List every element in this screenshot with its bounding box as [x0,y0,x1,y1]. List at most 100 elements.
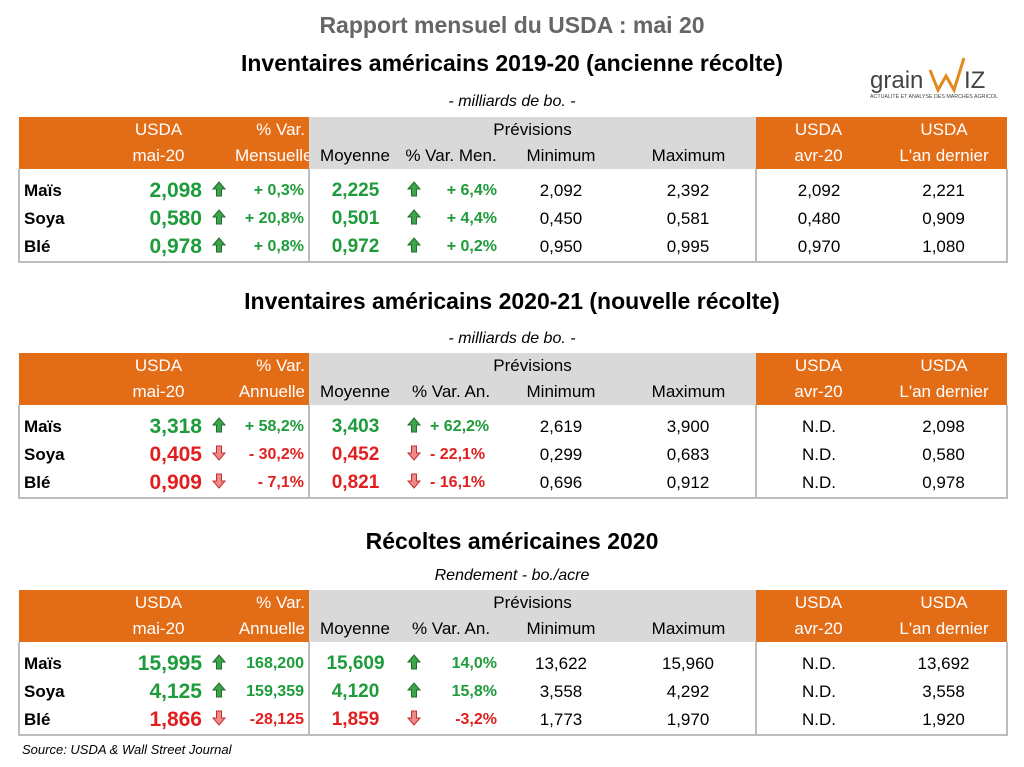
usda-value: 0,909 [149,471,202,494]
data-table: USDA% Var. Prévisions USDA USDA mai-20 Ann… [18,590,1009,736]
section-subtitle: - milliards de bo. - [448,93,576,110]
var-prev-value: - 22,1% [430,446,486,463]
moyenne-value: 15,609 [308,642,401,678]
header-max: Maximum [621,143,757,169]
arrow-down-icon [211,710,226,730]
var-prev-value: -3,2% [455,711,497,728]
source-note: Source: USDA & Wall Street Journal [22,742,232,757]
max-value: 0,995 [666,237,710,256]
var-value: + 20,8% [244,210,304,227]
avr-value: 0,480 [755,205,882,233]
header-last: USDA [881,353,1008,379]
avr-value: 2,092 [755,169,882,205]
header-last-sub: L'an dernier [881,616,1008,642]
var-prev-value: + 0,2% [446,238,497,255]
header-last: USDA [881,590,1008,616]
arrow-up-icon [406,681,421,702]
header-var-prev: % Var. Men. [401,143,501,169]
arrow-up-icon [406,180,421,201]
usda-value: 4,125 [149,680,202,703]
header-usda: USDA [111,353,206,379]
moyenne-value: 0,501 [308,205,401,233]
data-table: USDA% Var. Prévisions USDA USDA mai-20 Men… [18,117,1009,263]
avr-value: N.D. [755,642,882,678]
section-title: Récoltes américaines 2020 [365,528,659,554]
header-usda-date: mai-20 [111,379,206,405]
usda-value: 15,995 [137,652,202,675]
table-row: Soya 4,125 159,359 4,120 15,8% 3,558 4,2… [18,678,1009,706]
table-row: Soya 0,405 - 30,2% 0,452 - 22,1% 0,299 0… [18,441,1009,469]
arrow-up-icon [211,653,226,674]
last-year-value: 0,978 [881,469,1009,498]
arrow-down-icon [211,473,226,493]
header-previsions: Prévisions [309,353,757,379]
header-moyenne: Moyenne [309,379,401,405]
header-last-sub: L'an dernier [881,379,1008,405]
var-value: - 7,1% [257,474,304,491]
header-usda: USDA [111,590,206,616]
header-avr-date: avr-20 [756,143,882,169]
table-row: Blé 0,909 - 7,1% 0,821 - 16,1% 0,696 0,9… [18,469,1009,498]
arrow-up-icon [211,236,226,257]
min-value: 0,696 [539,473,583,492]
header-moyenne: Moyenne [309,616,401,642]
section-subtitle: Rendement - bo./acre [434,567,590,584]
avr-value: N.D. [755,441,882,469]
var-value: 168,200 [246,655,304,672]
arrow-up-icon [211,208,226,229]
arrow-up-icon [406,416,421,437]
var-prev-value: + 62,2% [430,418,490,435]
avr-value: N.D. [755,706,882,735]
moyenne-value: 4,120 [308,678,401,706]
var-value: - 30,2% [248,446,304,463]
avr-value: N.D. [755,678,882,706]
moyenne-value: 2,225 [308,169,401,205]
avr-value: N.D. [755,405,882,441]
header-moyenne: Moyenne [309,143,401,169]
arrow-up-icon [406,208,421,229]
min-value: 1,773 [539,710,583,729]
max-value: 1,970 [666,710,710,729]
var-prev-value: 15,8% [451,683,497,700]
moyenne-value: 3,403 [308,405,401,441]
moyenne-value: 0,452 [308,441,401,469]
var-value: + 0,3% [253,182,304,199]
header-avr: USDA [756,353,882,379]
crop-label: Soya [18,441,111,469]
table-row: Maïs 3,318 + 58,2% 3,403 + 62,2% 2,619 3… [18,405,1009,441]
var-value: 159,359 [246,683,304,700]
header-var-type: Annuelle [231,379,309,405]
header-var: % Var. [231,590,309,616]
last-year-value: 0,580 [881,441,1009,469]
header-var: % Var. [231,353,309,379]
last-year-value: 3,558 [881,678,1009,706]
crop-label: Soya [18,678,111,706]
header-last-sub: L'an dernier [881,143,1008,169]
header-avr: USDA [756,117,882,143]
grainwiz-logo: grain IZ ACTUALITÉ ET ANALYSE DES MARCHÉ… [868,52,1005,102]
section-title: Inventaires américains 2019-20 (ancienne… [240,50,784,76]
data-table: USDA% Var. Prévisions USDA USDA mai-20 Ann… [18,353,1009,499]
usda-value: 2,098 [149,179,202,202]
crop-label: Blé [18,469,111,498]
max-value: 2,392 [666,181,710,200]
table-row: Blé 1,866 -28,125 1,859 -3,2% 1,773 1,97… [18,706,1009,735]
last-year-value: 13,692 [881,642,1009,678]
table-row: Soya 0,580 + 20,8% 0,501 + 4,4% 0,450 0,… [18,205,1009,233]
avr-value: N.D. [755,469,882,498]
min-value: 0,950 [539,237,583,256]
min-value: 0,450 [539,209,583,228]
crop-label: Maïs [18,642,111,678]
arrow-up-icon [211,681,226,702]
arrow-up-icon [406,653,421,674]
arrow-up-icon [406,236,421,257]
section-title: Inventaires américains 2020-21 (nouvelle… [244,288,780,314]
table-row: Blé 0,978 + 0,8% 0,972 + 0,2% 0,950 0,99… [18,233,1009,262]
min-value: 3,558 [539,682,583,701]
min-value: 2,092 [539,181,583,200]
svg-text:ACTUALITÉ ET ANALYSE DES MARCH: ACTUALITÉ ET ANALYSE DES MARCHÉS AGRICOL… [870,93,998,100]
header-var-prev: % Var. An. [401,616,501,642]
header-avr: USDA [756,590,882,616]
report-title: Rapport mensuel du USDA : mai 20 [319,12,705,38]
header-max: Maximum [621,616,757,642]
